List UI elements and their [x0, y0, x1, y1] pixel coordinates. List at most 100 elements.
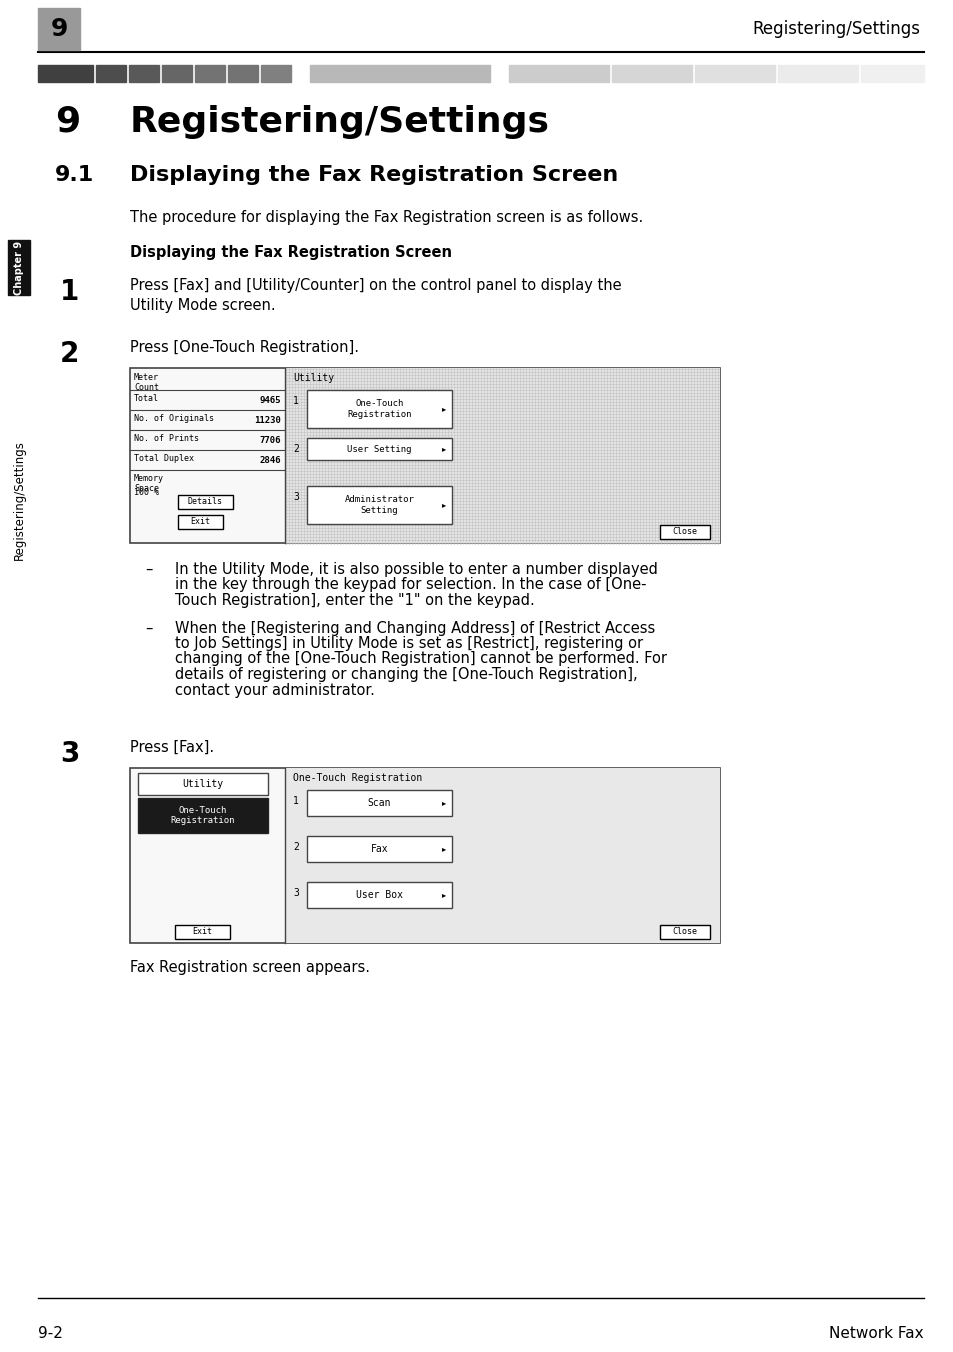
Text: in the key through the keypad for selection. In the case of [One-: in the key through the keypad for select…	[174, 577, 646, 592]
Bar	[138, 798, 268, 833]
Text: Close: Close	[672, 527, 697, 537]
Text: ▸: ▸	[441, 845, 446, 853]
Text: Registering/Settings: Registering/Settings	[130, 105, 550, 139]
Text: 2: 2	[293, 443, 298, 454]
Text: Memory
Space: Memory Space	[133, 475, 164, 493]
Text: details of registering or changing the [One-Touch Registration],: details of registering or changing the […	[174, 667, 637, 681]
Text: 9: 9	[55, 105, 80, 139]
Bar	[178, 495, 233, 508]
Bar	[178, 515, 223, 529]
Bar	[261, 65, 291, 82]
Text: –: –	[145, 562, 152, 577]
Text: The procedure for displaying the Fax Registration screen is as follows.: The procedure for displaying the Fax Reg…	[130, 210, 642, 224]
Text: Exit: Exit	[193, 927, 213, 937]
Text: Meter
Count: Meter Count	[133, 373, 159, 392]
Text: Close: Close	[672, 927, 697, 937]
Text: 9.1: 9.1	[55, 165, 94, 185]
Text: 2: 2	[60, 339, 79, 368]
Bar	[493, 65, 497, 82]
Text: 3: 3	[293, 888, 298, 898]
Text: to Job Settings] in Utility Mode is set as [Restrict], registering or: to Job Settings] in Utility Mode is set …	[174, 635, 642, 652]
Bar	[130, 368, 720, 544]
Text: 11230: 11230	[253, 416, 281, 425]
Text: Network Fax: Network Fax	[828, 1326, 923, 1341]
Text: ▸: ▸	[441, 404, 446, 414]
Text: One-Touch Registration: One-Touch Registration	[293, 773, 422, 783]
Bar	[130, 768, 720, 942]
Bar	[8, 241, 30, 295]
Text: Registering/Settings: Registering/Settings	[12, 439, 26, 560]
Bar	[778, 65, 857, 82]
Text: When the [Registering and Changing Address] of [Restrict Access: When the [Registering and Changing Addre…	[174, 621, 655, 635]
Text: Chapter 9: Chapter 9	[14, 241, 24, 295]
Text: ▸: ▸	[441, 799, 446, 807]
Text: changing of the [One-Touch Registration] cannot be performed. For: changing of the [One-Touch Registration]…	[174, 652, 666, 667]
Bar	[174, 925, 230, 940]
Bar	[38, 8, 80, 50]
Text: Utility: Utility	[293, 373, 334, 383]
Text: 9465: 9465	[259, 396, 281, 406]
Text: Utility: Utility	[182, 779, 223, 790]
Text: Administrator
Setting: Administrator Setting	[344, 495, 414, 515]
Text: 3: 3	[293, 492, 298, 502]
Bar	[307, 836, 452, 863]
Text: ▸: ▸	[441, 500, 446, 510]
Text: One-Touch
Registration: One-Touch Registration	[347, 399, 412, 419]
Text: 100 %: 100 %	[133, 488, 159, 498]
Text: 3: 3	[60, 740, 79, 768]
Text: Registering/Settings: Registering/Settings	[751, 20, 919, 38]
Bar	[695, 65, 774, 82]
Bar	[310, 65, 490, 82]
Text: Touch Registration], enter the "1" on the keypad.: Touch Registration], enter the "1" on th…	[174, 594, 535, 608]
Text: 1: 1	[293, 796, 298, 806]
Text: Press [Fax] and [Utility/Counter] on the control panel to display the
Utility Mo: Press [Fax] and [Utility/Counter] on the…	[130, 279, 621, 312]
Bar	[307, 485, 452, 525]
Text: 2: 2	[293, 842, 298, 852]
Bar	[285, 768, 720, 942]
Text: Press [Fax].: Press [Fax].	[130, 740, 213, 754]
Bar	[509, 65, 608, 82]
Text: ▸: ▸	[441, 445, 446, 453]
Bar	[307, 882, 452, 909]
Text: Exit: Exit	[191, 518, 211, 526]
Text: contact your administrator.: contact your administrator.	[174, 683, 375, 698]
Bar	[307, 389, 452, 429]
Text: Scan: Scan	[367, 798, 391, 808]
Text: Details: Details	[188, 498, 223, 507]
Bar	[307, 438, 452, 460]
Text: Displaying the Fax Registration Screen: Displaying the Fax Registration Screen	[130, 165, 618, 185]
Bar	[302, 65, 307, 82]
Text: Press [One-Touch Registration].: Press [One-Touch Registration].	[130, 339, 358, 356]
Text: User Setting: User Setting	[347, 445, 412, 453]
Text: Total: Total	[133, 393, 159, 403]
Text: Fax: Fax	[371, 844, 388, 854]
Bar	[138, 773, 268, 795]
Text: No. of Originals: No. of Originals	[133, 414, 213, 423]
Text: 1: 1	[60, 279, 79, 306]
Text: Total Duplex: Total Duplex	[133, 454, 193, 462]
Bar	[96, 65, 126, 82]
Text: One-Touch
Registration: One-Touch Registration	[171, 806, 235, 825]
Text: –: –	[145, 621, 152, 635]
Bar	[228, 65, 257, 82]
Text: Displaying the Fax Registration Screen: Displaying the Fax Registration Screen	[130, 245, 452, 260]
Bar	[612, 65, 691, 82]
Text: ▸: ▸	[441, 891, 446, 899]
Bar	[294, 65, 298, 82]
Text: Fax Registration screen appears.: Fax Registration screen appears.	[130, 960, 370, 975]
Text: User Box: User Box	[355, 890, 402, 900]
Bar	[659, 925, 709, 940]
Bar	[162, 65, 192, 82]
Bar	[500, 65, 505, 82]
Bar	[307, 790, 452, 817]
Bar	[861, 65, 923, 82]
Text: No. of Prints: No. of Prints	[133, 434, 199, 443]
Text: 9-2: 9-2	[38, 1326, 63, 1341]
Text: 7706: 7706	[259, 435, 281, 445]
Text: 9: 9	[51, 18, 68, 41]
Text: In the Utility Mode, it is also possible to enter a number displayed: In the Utility Mode, it is also possible…	[174, 562, 658, 577]
Text: 2846: 2846	[259, 456, 281, 465]
Bar	[129, 65, 159, 82]
Bar	[285, 368, 720, 544]
Text: 1: 1	[293, 396, 298, 406]
